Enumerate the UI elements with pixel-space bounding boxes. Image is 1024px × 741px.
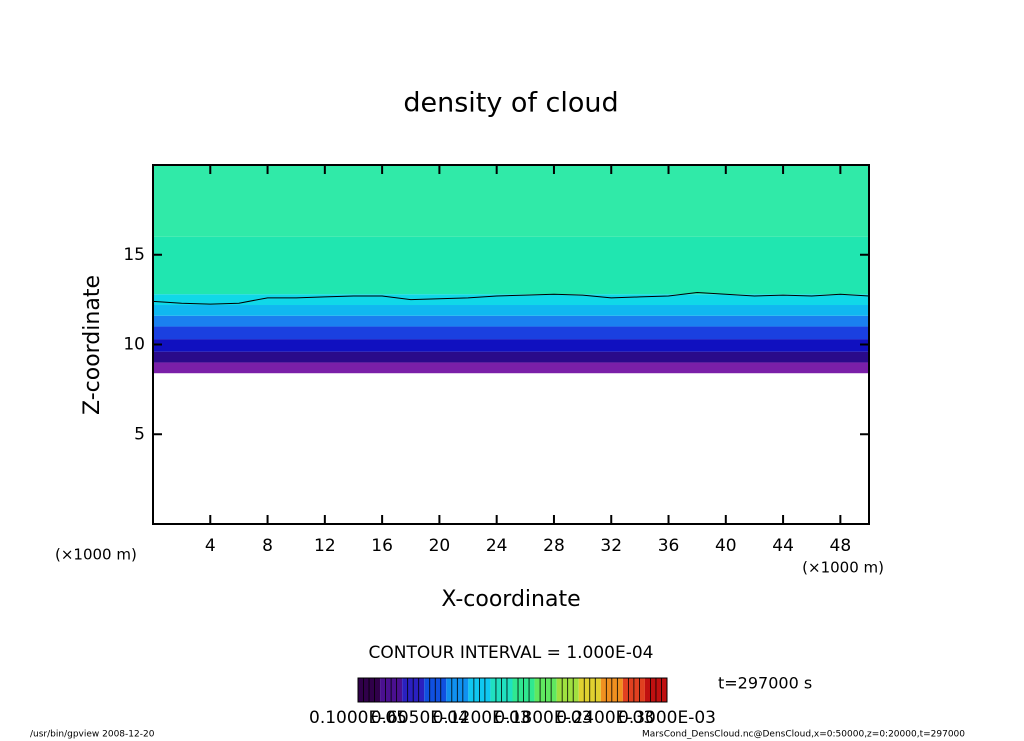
x-unit: (×1000 m) [802,559,884,577]
y-tick-label: 5 [134,424,145,444]
y-tick-label: 15 [123,245,145,265]
contour-band [153,351,869,363]
x-tick-label: 24 [486,536,508,556]
y-axis-label: Z-coordinate [80,275,105,415]
chart-title: density of cloud [403,88,618,119]
contour-band [153,305,869,316]
y-unit: (×1000 m) [55,546,137,564]
x-tick-label: 28 [543,536,565,556]
colorbar-label: 0.1200E-03 [433,708,531,728]
x-tick-label: 40 [715,536,737,556]
footer-right: MarsCond_DensCloud.nc@DensCloud,x=0:5000… [642,730,965,740]
y-tick-label: 10 [123,335,145,355]
x-tick-label: 16 [371,536,393,556]
contour-band [153,315,869,327]
contour-band [153,362,869,374]
contour-line [152,291,870,305]
colorbar-label: 0.1800E-03 [494,708,592,728]
contour-band [153,165,869,237]
x-axis-label: X-coordinate [441,587,580,612]
contour-band [153,326,869,340]
x-tick-label: 8 [262,536,273,556]
x-tick-label: 36 [658,536,680,556]
x-tick-label: 48 [830,536,852,556]
x-tick-label: 44 [772,536,794,556]
footer-left: /usr/bin/gpview 2008-12-20 [30,730,155,740]
x-tick-label: 32 [600,536,622,556]
contour-interval: CONTOUR INTERVAL = 1.000E-04 [369,643,654,663]
contour-band [153,236,869,295]
time-label: t=297000 s [718,674,812,693]
colorbar-label: 0.2400E-03 [556,708,654,728]
x-tick-label: 20 [429,536,451,556]
contour-band [153,339,869,352]
colorbar-label: 0.6050E-04 [371,708,469,728]
colorbar-label: 0.1000E-05 [309,708,407,728]
x-tick-label: 12 [314,536,336,556]
colorbar-label: 0.3000E-03 [618,708,716,728]
x-tick-label: 4 [205,536,216,556]
contour-band [153,294,869,306]
colorbar-frame [357,677,668,703]
